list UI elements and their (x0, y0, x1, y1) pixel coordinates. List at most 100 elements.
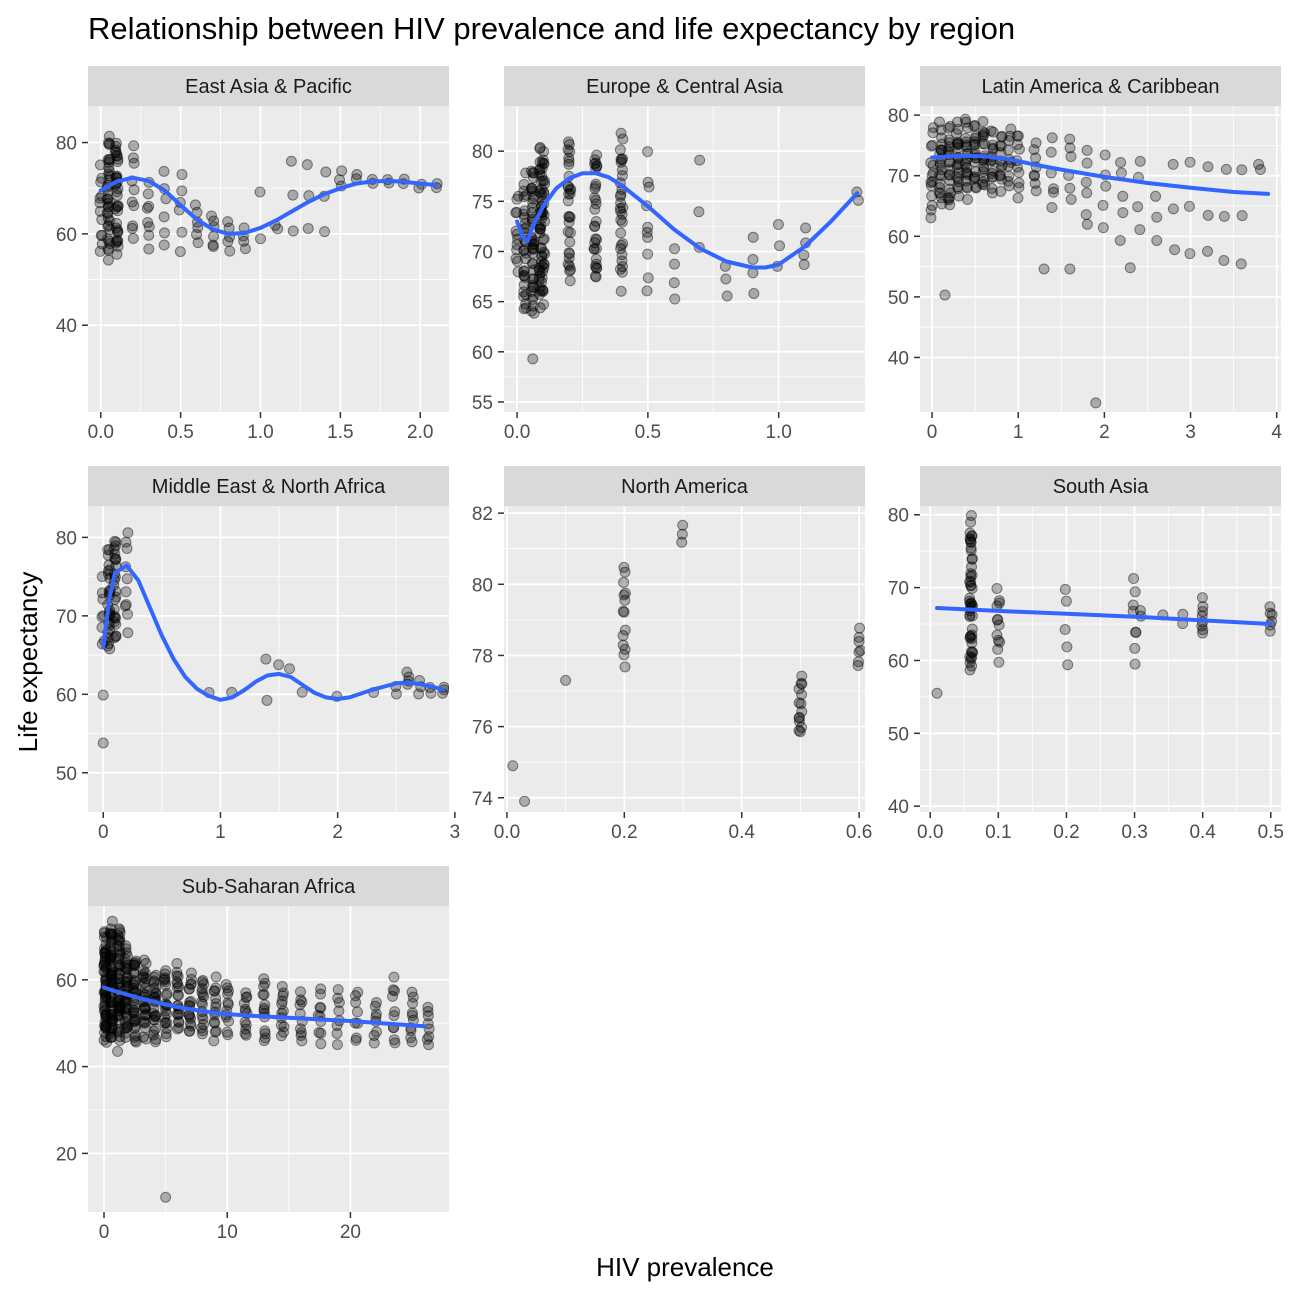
data-point (112, 183, 124, 195)
data-point (794, 726, 806, 738)
data-point (518, 244, 530, 256)
data-point (111, 248, 123, 260)
data-point (103, 543, 115, 555)
data-point (511, 193, 523, 205)
data-point (642, 272, 654, 284)
data-point (591, 262, 603, 274)
data-point (302, 222, 314, 234)
data-point (315, 1027, 327, 1039)
data-point (161, 1017, 173, 1029)
data-point (677, 519, 689, 531)
data-point (129, 960, 141, 972)
data-point (1028, 144, 1040, 156)
data-point (259, 1032, 271, 1044)
x-tick-label: 1 (1013, 422, 1024, 443)
data-point (615, 239, 627, 251)
data-point (197, 1025, 209, 1037)
data-point (112, 200, 124, 212)
data-point (111, 234, 123, 246)
data-point (536, 162, 548, 174)
data-point (518, 279, 530, 291)
data-point (108, 603, 120, 615)
data-point (935, 192, 947, 204)
data-point (1167, 203, 1179, 215)
data-point (970, 182, 982, 194)
data-point (109, 203, 121, 215)
data-point (351, 169, 363, 181)
data-point (128, 200, 140, 212)
data-point (222, 236, 234, 248)
y-tick-label: 80 (472, 142, 493, 163)
data-point (106, 969, 118, 981)
data-point (158, 239, 170, 251)
data-point (618, 606, 630, 618)
facet-strip (88, 466, 449, 506)
data-point (535, 285, 547, 297)
data-point (285, 155, 297, 167)
data-point (287, 225, 299, 237)
data-point (100, 989, 112, 1001)
data-point (352, 986, 364, 998)
data-point (1038, 263, 1050, 275)
data-point (104, 959, 116, 971)
data-point (588, 243, 600, 255)
data-point (944, 141, 956, 153)
data-point (130, 1036, 142, 1048)
data-point (129, 1001, 141, 1013)
data-point (526, 207, 538, 219)
data-point (793, 712, 805, 724)
data-point (969, 136, 981, 148)
data-point (120, 947, 132, 959)
data-point (536, 250, 548, 262)
data-point (590, 253, 602, 265)
major-gridlines (920, 506, 1281, 812)
x-tick-label: 10 (217, 1222, 238, 1243)
data-point (106, 969, 118, 981)
data-point (538, 299, 550, 311)
data-point (615, 243, 627, 255)
data-point (100, 1010, 112, 1022)
data-point (172, 989, 184, 1001)
data-point (535, 242, 547, 254)
data-point (313, 1026, 325, 1038)
data-point (1264, 601, 1276, 613)
y-tick-label: 76 (472, 718, 493, 739)
data-point (1130, 627, 1142, 639)
data-point (110, 222, 122, 234)
data-point (101, 193, 113, 205)
data-point (591, 160, 603, 172)
data-point (615, 285, 627, 297)
panel-background (88, 506, 449, 812)
data-point (527, 243, 539, 255)
data-point (993, 595, 1005, 607)
data-point (98, 931, 110, 943)
data-point (534, 168, 546, 180)
data-point (120, 1031, 132, 1043)
data-point (349, 990, 361, 1002)
data-point (224, 245, 236, 257)
data-point (100, 951, 112, 963)
data-point (150, 982, 162, 994)
data-point (98, 959, 110, 971)
data-point (985, 125, 997, 137)
data-point (104, 940, 116, 952)
data-point (995, 140, 1007, 152)
data-point (171, 976, 183, 988)
y-tick-label: 60 (888, 227, 909, 248)
data-point (110, 144, 122, 156)
data-point (986, 168, 998, 180)
data-point (961, 181, 973, 193)
data-point (965, 571, 977, 583)
data-point (140, 973, 152, 985)
data-point (528, 190, 540, 202)
data-point (315, 988, 327, 1000)
data-point (943, 192, 955, 204)
data-point (109, 540, 121, 552)
data-point (130, 955, 142, 967)
data-point (129, 1035, 141, 1047)
data-point (140, 1033, 152, 1045)
data-point (1062, 659, 1074, 671)
data-point (1080, 209, 1092, 221)
data-point (121, 950, 133, 962)
data-point (149, 1014, 161, 1026)
